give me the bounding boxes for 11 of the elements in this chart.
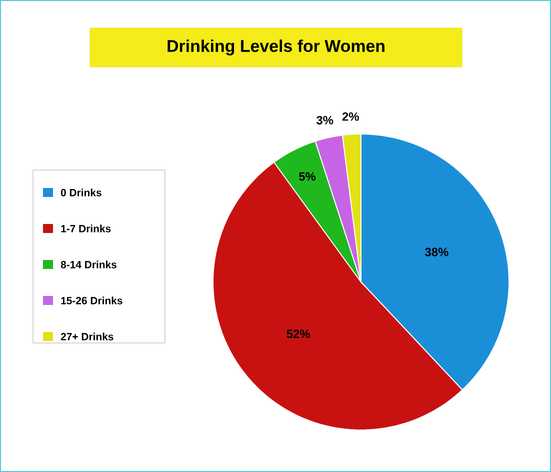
- data-label: 2%: [342, 112, 359, 121]
- legend-label: 27+ Drinks: [60, 332, 114, 340]
- data-label: 3%: [316, 116, 334, 124]
- chart-title: Drinking Levels for Women: [168, 40, 384, 56]
- legend-label: 0 Drinks: [60, 188, 102, 196]
- data-label: 5%: [298, 172, 316, 181]
- data-label: 52%: [286, 330, 310, 338]
- legend-label: 15-26 Drinks: [61, 296, 122, 304]
- data-label: 38%: [425, 248, 448, 256]
- legend-label: 1-7 Drinks: [61, 224, 111, 232]
- legend-label: 8-14 Drinks: [60, 260, 116, 268]
